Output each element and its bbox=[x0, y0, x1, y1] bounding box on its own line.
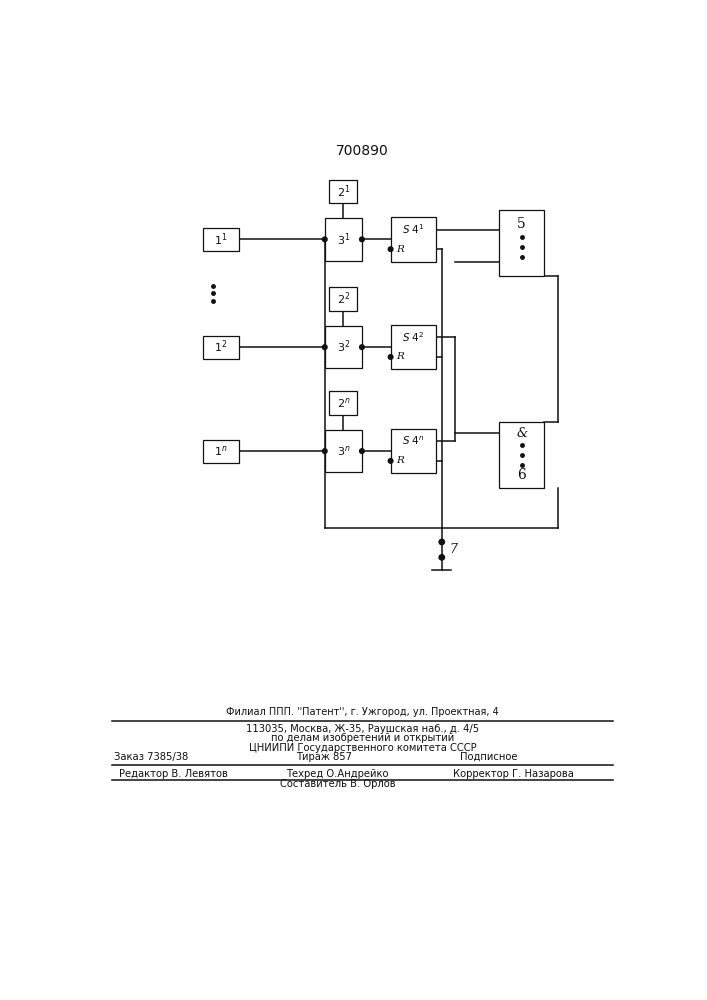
Text: 6: 6 bbox=[518, 468, 526, 482]
Text: 5: 5 bbox=[518, 217, 526, 231]
Circle shape bbox=[322, 345, 327, 349]
Text: 700890: 700890 bbox=[336, 144, 389, 158]
Bar bbox=[329, 180, 357, 203]
Circle shape bbox=[439, 539, 445, 545]
Circle shape bbox=[439, 555, 445, 560]
Bar bbox=[391, 325, 436, 369]
Text: $2^n$: $2^n$ bbox=[337, 396, 350, 410]
Text: Подписное: Подписное bbox=[460, 752, 517, 762]
Text: $3^1$: $3^1$ bbox=[337, 231, 350, 248]
Text: $3^n$: $3^n$ bbox=[337, 444, 350, 458]
Bar bbox=[203, 440, 239, 463]
Bar bbox=[499, 422, 544, 488]
Text: ЦНИИПИ Государственного комитета СССР: ЦНИИПИ Государственного комитета СССР bbox=[249, 743, 476, 753]
Text: $1^1$: $1^1$ bbox=[214, 231, 228, 248]
Text: R: R bbox=[396, 456, 404, 465]
Circle shape bbox=[388, 355, 393, 359]
Text: 113035, Москва, Ж-35, Раушская наб., д. 4/5: 113035, Москва, Ж-35, Раушская наб., д. … bbox=[246, 724, 479, 734]
Text: $S\ 4^n$: $S\ 4^n$ bbox=[402, 435, 424, 447]
Text: $S\ 4^2$: $S\ 4^2$ bbox=[402, 330, 424, 344]
Circle shape bbox=[388, 247, 393, 251]
Text: Корректор Г. Назарова: Корректор Г. Назарова bbox=[452, 769, 573, 779]
Circle shape bbox=[360, 345, 364, 349]
Text: по делам изобретений и открытий: по делам изобретений и открытий bbox=[271, 733, 454, 743]
Bar bbox=[325, 326, 362, 368]
Circle shape bbox=[322, 237, 327, 242]
Text: $2^1$: $2^1$ bbox=[337, 183, 350, 200]
Circle shape bbox=[360, 449, 364, 453]
Bar bbox=[391, 429, 436, 473]
Text: Техред О.Андрейко: Техред О.Андрейко bbox=[286, 769, 389, 779]
Bar bbox=[329, 391, 357, 415]
Text: Филиал ППП. ''Патент'', г. Ужгород, ул. Проектная, 4: Филиал ППП. ''Патент'', г. Ужгород, ул. … bbox=[226, 707, 498, 717]
Text: 7: 7 bbox=[450, 543, 457, 556]
Text: Редактор В. Левятов: Редактор В. Левятов bbox=[119, 769, 228, 779]
Bar bbox=[325, 218, 362, 261]
Text: Заказ 7385/38: Заказ 7385/38 bbox=[115, 752, 189, 762]
Bar bbox=[499, 210, 544, 276]
Text: R: R bbox=[396, 245, 404, 254]
Bar bbox=[329, 287, 357, 311]
Bar bbox=[203, 228, 239, 251]
Circle shape bbox=[360, 237, 364, 242]
Text: R: R bbox=[396, 352, 404, 361]
Text: $2^2$: $2^2$ bbox=[337, 291, 350, 307]
Bar bbox=[391, 217, 436, 262]
Circle shape bbox=[322, 449, 327, 453]
Text: $1^2$: $1^2$ bbox=[214, 339, 228, 355]
Text: &: & bbox=[516, 427, 527, 440]
Text: $S\ 4^1$: $S\ 4^1$ bbox=[402, 223, 424, 236]
Bar bbox=[325, 430, 362, 472]
Text: $3^2$: $3^2$ bbox=[337, 339, 350, 355]
Text: $1^n$: $1^n$ bbox=[214, 444, 228, 458]
Text: Тираж 857: Тираж 857 bbox=[296, 752, 352, 762]
Text: Составитель В. Орлов: Составитель В. Орлов bbox=[280, 779, 395, 789]
Circle shape bbox=[388, 459, 393, 463]
Bar bbox=[203, 336, 239, 359]
